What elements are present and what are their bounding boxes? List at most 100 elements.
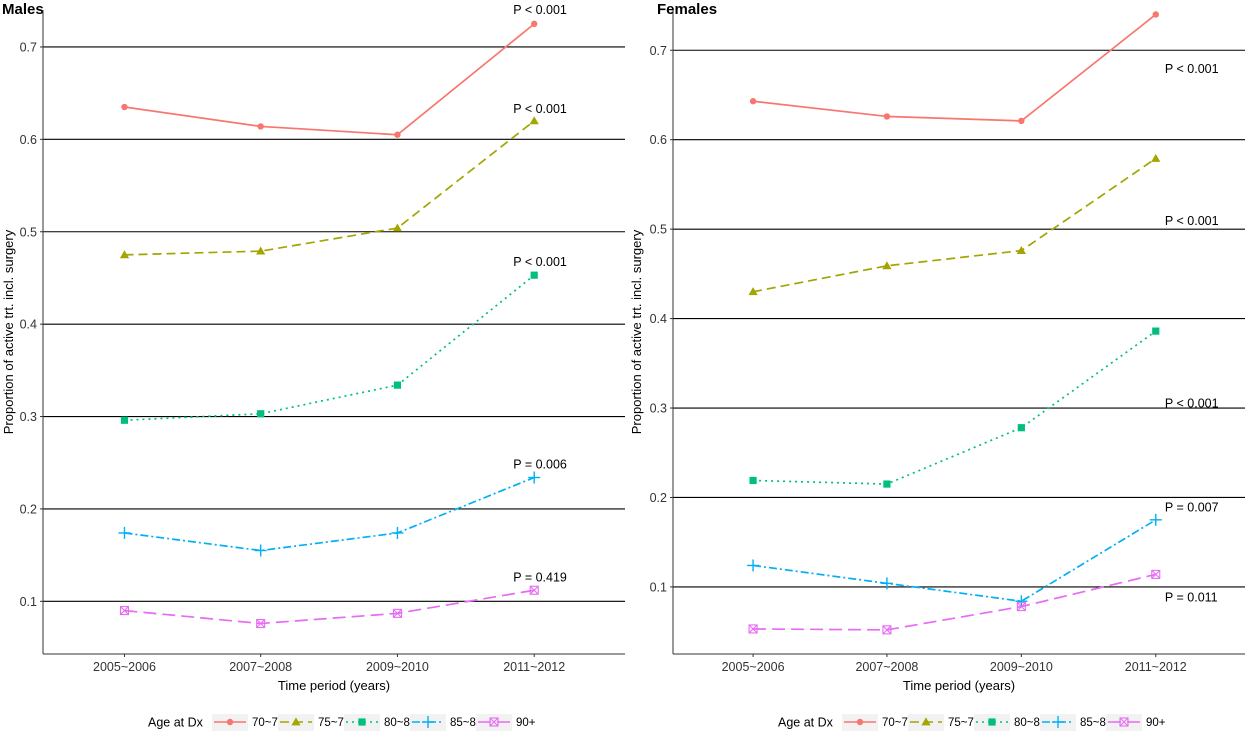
females-series-80~84 — [749, 327, 1160, 488]
females-line-90+ — [753, 573, 1156, 631]
legend-key-marker — [291, 717, 301, 726]
males-point-70~74 — [394, 131, 401, 138]
males-xtick-label: 2007~2008 — [229, 660, 292, 674]
females-point-90+ — [882, 625, 892, 635]
males-line-85~89 — [124, 476, 535, 552]
males-point-90+-box — [529, 585, 539, 595]
females-p-value: P = 0.011 — [1165, 591, 1218, 605]
males-line-90+ — [124, 589, 535, 625]
females-ytick-label: 0.1 — [650, 580, 667, 594]
females-series-85~89 — [747, 513, 1162, 608]
males-series-70~74 — [121, 20, 538, 138]
legend-label: 90+ — [1146, 717, 1166, 729]
males-series-75~79 — [119, 116, 539, 259]
males-xtick-label: 2011~2012 — [503, 660, 565, 674]
males-point-90+-d2 — [256, 619, 266, 628]
legend-key-75~79: 75~79 — [278, 714, 350, 731]
males-point-90+-box — [392, 608, 402, 618]
females-point-70~74 — [749, 98, 757, 105]
legend-key-90+: 90+ — [1106, 714, 1166, 731]
males-point-80~84 — [393, 381, 402, 389]
females-line-85~89 — [752, 519, 1157, 603]
legend-key-marker — [1119, 717, 1129, 727]
legend-key-90+: 90+ — [476, 714, 536, 731]
females-title: Females — [657, 1, 717, 18]
males-p-value: P = 0.006 — [513, 458, 567, 472]
females-point-75~79 — [1016, 246, 1026, 255]
females-point-90+-box — [882, 625, 892, 635]
legend-label: 85~89 — [1080, 717, 1112, 729]
males-x-axis-title: Time period (years) — [278, 678, 390, 693]
legend: Age at Dx 70~74 75~79 80~84 85~89 90+ Age at D… — [148, 714, 1166, 731]
females-xtick-label: 2009~2010 — [990, 660, 1053, 674]
females-ytick-label: 0.6 — [650, 133, 667, 147]
legend-key-marker-box — [1119, 717, 1129, 727]
females-point-90+-box — [748, 624, 758, 634]
legend-key-70~74: 70~74 — [842, 714, 915, 731]
males-point-90+-box — [256, 618, 266, 629]
legend-key-marker — [489, 717, 499, 727]
legend-key-marker-box — [489, 717, 499, 727]
legend-label: 75~79 — [318, 717, 350, 729]
females-ytick-label: 0.3 — [650, 402, 667, 416]
females-point-80~84 — [1152, 327, 1160, 335]
females-point-75~79 — [1151, 153, 1161, 162]
males-point-75~79 — [256, 246, 266, 255]
females-point-90+ — [748, 624, 758, 634]
females-ytick-label: 0.7 — [650, 44, 667, 58]
males-ytick-label: 0.2 — [20, 502, 37, 516]
males-point-70~74 — [257, 123, 264, 130]
males-ytick-label: 0.6 — [20, 133, 37, 147]
females-point-85~89 — [880, 577, 893, 590]
males-line-75~79 — [124, 120, 535, 256]
males-p-value: P < 0.001 — [513, 3, 567, 17]
males-point-80~84 — [530, 271, 538, 279]
legend-title: Age at Dx — [148, 716, 204, 730]
males-point-70~74 — [121, 103, 128, 111]
females-point-85~89 — [747, 559, 760, 572]
females-line-80~84 — [753, 330, 1157, 485]
males-y-axis-title: Proportion of active trt. incl. surgery — [1, 229, 16, 434]
males-point-90+ — [256, 618, 266, 629]
females-series-70~74 — [749, 11, 1159, 125]
males-point-75~79 — [119, 250, 130, 259]
males-p-value: P < 0.001 — [513, 255, 567, 269]
females-ytick-label: 0.5 — [650, 223, 667, 237]
legend-key-marker-d2 — [1119, 717, 1129, 727]
legend-label: 70~74 — [252, 717, 285, 729]
females-p-value: P = 0.007 — [1165, 500, 1219, 514]
legend-key-marker — [921, 717, 931, 726]
males-p-value: P < 0.001 — [513, 102, 567, 116]
legend-key-marker — [856, 718, 864, 726]
females-point-70~74 — [1152, 11, 1159, 18]
females-point-85~89 — [1149, 513, 1162, 526]
females-y-axis-title: Proportion of active trt. incl. surgery — [629, 229, 644, 434]
males-series-80~84 — [120, 271, 538, 424]
females-point-90+-box — [1016, 602, 1026, 612]
females-series-90+ — [748, 569, 1161, 635]
females-point-90+-d2 — [748, 624, 758, 634]
legend-key-85~89: 85~89 — [1040, 714, 1112, 731]
females-panel: Females 0.1 0.2 0.3 0.4 0.5 0.6 0.7 2005~2006 200… — [629, 1, 1245, 693]
males-point-85~89 — [391, 526, 404, 539]
males-point-90+-d2 — [393, 608, 402, 618]
males-panel: Males 0.1 0.2 0.3 0.4 0.5 0.6 0.7 2005~2006 2007~… — [1, 1, 625, 693]
males-point-75~79 — [392, 223, 403, 232]
legend-key-marker-d2 — [489, 717, 499, 727]
females-ytick-label: 0.4 — [650, 312, 667, 326]
females-line-75~79 — [752, 157, 1157, 293]
males-ytick-label: 0.3 — [20, 410, 37, 424]
females-point-85~89 — [1015, 595, 1028, 608]
males-point-90+-box — [119, 606, 130, 616]
females-series-75~79 — [748, 153, 1161, 296]
males-xtick-label: 2005~2006 — [93, 660, 156, 674]
males-p-value: P = 0.419 — [513, 570, 567, 584]
males-point-85~89 — [528, 471, 541, 484]
females-xtick-label: 2005~2006 — [722, 660, 785, 674]
males-point-90+-d2 — [120, 606, 129, 615]
legend-label: 70~74 — [882, 717, 915, 729]
legend-key-marker — [422, 716, 434, 728]
females-ytick-label: 0.2 — [650, 491, 667, 505]
females-line-70~74 — [752, 13, 1157, 122]
